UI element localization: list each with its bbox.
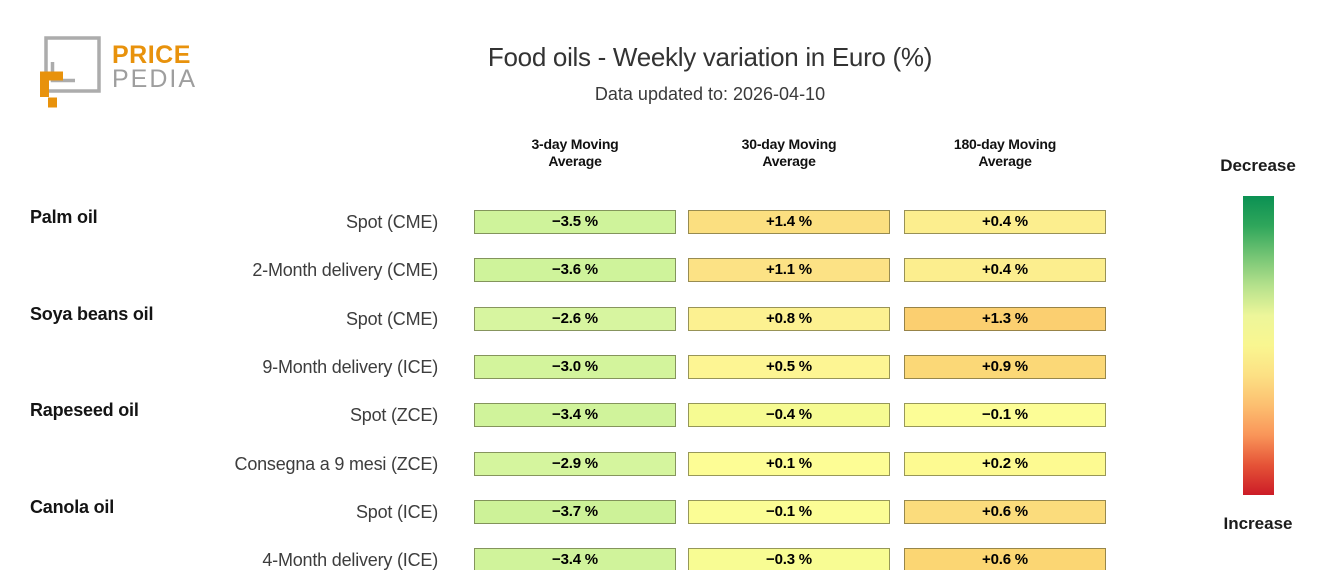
row-label: 4-Month delivery (ICE) (262, 550, 438, 570)
heatmap-cell: +0.9 % (904, 355, 1106, 380)
heatmap-cell: −0.4 % (688, 403, 890, 428)
heatmap-cell: +0.4 % (904, 210, 1106, 234)
title-block: Food oils - Weekly variation in Euro (%)… (400, 42, 1020, 105)
row-group-label: Soya beans oil (30, 303, 154, 324)
pricepedia-logo[interactable]: PRICE PEDIA (35, 36, 197, 111)
heatmap-cell: +0.2 % (904, 451, 1106, 476)
heatmap-cell: −3.0 % (474, 355, 676, 380)
chart-title: Food oils - Weekly variation in Euro (%) (487, 42, 933, 72)
heatmap-cell: −3.7 % (474, 500, 676, 525)
row-group-label: Canola oil (30, 497, 115, 518)
heatmap-cell: −2.6 % (474, 306, 676, 331)
heatmap-cell: +1.3 % (904, 306, 1106, 331)
row-label: 9-Month delivery (ICE) (262, 357, 438, 378)
heatmap-cell: +0.6 % (904, 548, 1106, 570)
row-label: Consegna a 9 mesi (ZCE) (234, 453, 439, 474)
row-group-label: Palm oil (30, 207, 98, 227)
heatmap-cell: +0.5 % (688, 355, 890, 380)
heatmap-cell: −3.4 % (474, 403, 676, 428)
heatmap-cell: −2.9 % (474, 451, 676, 476)
row-label: Spot (ICE) (355, 502, 438, 523)
heatmap-cell: +0.6 % (904, 500, 1106, 525)
row-label: Spot (ZCE) (349, 405, 438, 426)
logo-text-pedia: PEDIA (112, 65, 198, 93)
row-label: 2-Month delivery (CME) (252, 260, 438, 281)
heatmap-cell: −3.6 % (474, 258, 676, 283)
heatmap-cell: −3.5 % (474, 210, 676, 234)
heatmap-cell: +1.4 % (688, 210, 890, 234)
column-header: 3-day Moving Average (531, 136, 619, 169)
legend-gradient-bar (1243, 196, 1274, 495)
column-header: 180-day Moving Average (953, 136, 1057, 169)
heatmap-cell: −3.4 % (474, 548, 676, 570)
heatmap-cell: −0.1 % (904, 403, 1106, 428)
chart-subtitle: Data updated to: 2026-04-10 (594, 84, 826, 104)
row-label: Spot (CME) (345, 308, 438, 329)
heatmap-cell: +0.1 % (688, 451, 890, 476)
legend-increase-label: Increase (1223, 514, 1293, 533)
pricepedia-wordmark: PRICE PEDIA (110, 36, 197, 111)
column-header: 30-day Moving Average (741, 136, 837, 169)
heatmap-cell: −0.1 % (688, 500, 890, 525)
row-label: Spot (CME) (345, 212, 438, 232)
heatmap-cell: +1.1 % (688, 258, 890, 283)
heatmap-cell: +0.4 % (904, 258, 1106, 283)
heatmap-cell: +0.8 % (688, 306, 890, 331)
heatmap-cell: −0.3 % (688, 548, 890, 570)
logo-text-price: PRICE (112, 41, 191, 69)
legend-decrease-label: Decrease (1220, 156, 1296, 175)
row-group-label: Rapeseed oil (30, 400, 139, 421)
pricepedia-logo-icon (40, 36, 101, 108)
